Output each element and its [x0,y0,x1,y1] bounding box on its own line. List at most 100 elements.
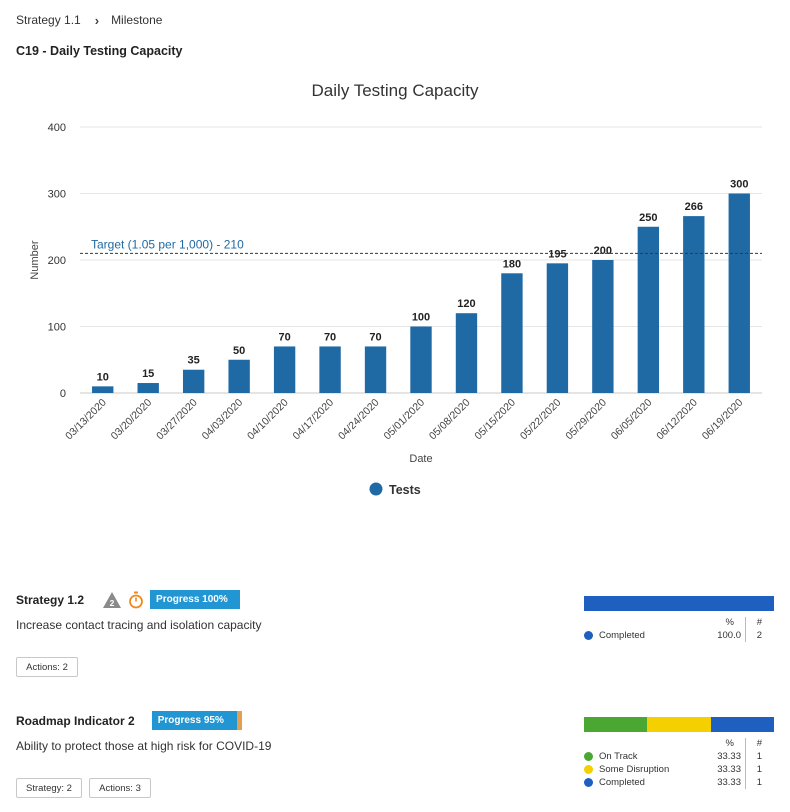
progress-bar: Progress 95% [151,711,242,730]
breadcrumb: Strategy 1.1 › Milestone [16,12,163,28]
status-name: Completed [599,630,645,641]
x-tick-label: 03/20/2020 [109,397,155,443]
status-legend-table: % # Completed 100.0 2 [584,617,774,642]
bar-value-label: 10 [97,371,109,383]
status-row: Completed 33.33 1 [584,776,774,789]
x-tick-label: 04/03/2020 [200,397,246,443]
status-name: Some Disruption [599,764,670,775]
bar [137,383,159,393]
percent-header: % [725,738,734,749]
bar [592,260,614,393]
y-tick-label: 100 [48,322,66,334]
y-tick-label: 200 [48,255,66,267]
status-segment [710,717,774,732]
y-tick-label: 0 [60,388,66,400]
roadmap-indicator-section: Roadmap Indicator 2 Progress 95% Ability… [0,711,790,801]
stopwatch-icon [128,591,144,609]
bar-value-label: 200 [594,245,612,257]
progress-label: Progress 100% [156,594,228,605]
x-tick-label: 05/08/2020 [427,397,473,443]
x-axis-label: Date [409,453,432,465]
bar [319,346,341,393]
strategy-title[interactable]: Strategy 1.2 [16,592,85,607]
status-count: 1 [756,764,762,775]
progress-fill [150,590,241,609]
warning-badge-count: 2 [110,598,115,608]
status-segment [584,596,774,611]
status-dot-icon [584,778,593,787]
actions-button[interactable]: Actions: 2 [16,657,78,677]
bar [182,369,205,393]
bar-value-label: 70 [278,331,290,343]
x-tick-label: 03/13/2020 [63,397,109,443]
bar-value-label: 195 [548,248,566,260]
status-percent: 33.33 [717,751,741,762]
bar-value-label: 180 [503,258,521,270]
strategy-section: Strategy 1.2 2 Progress 100% Increase co… [0,590,790,680]
roadmap-indicator-description: Ability to protect those at high risk fo… [16,739,272,753]
bar [728,193,750,393]
y-tick-label: 400 [48,122,66,134]
bar [455,313,478,393]
status-legend-table: % # On Track 33.33 1 Some Disruption 33.33 1 Com… [584,738,774,789]
bar [637,226,660,393]
bar-value-label: 70 [324,331,336,343]
breadcrumb-parent-link[interactable]: Strategy 1.1 [16,13,81,27]
bar [92,386,114,393]
status-percent: 33.33 [717,764,741,775]
status-table-header: % # [584,617,774,629]
x-tick-label: 06/12/2020 [654,397,700,443]
bar [228,359,250,393]
progress-label: Progress 95% [157,715,224,726]
breadcrumb-current: Milestone [111,13,163,27]
progress-fill [151,711,238,730]
testing-capacity-chart: Daily Testing Capacity 0 100 200 300 400 Numbe… [29,81,762,497]
status-table-header: % # [584,738,774,750]
status-segment [647,717,711,732]
status-row: On Track 33.33 1 [584,750,774,763]
bar-value-label: 50 [233,345,245,357]
x-tick-label: 05/22/2020 [518,397,564,443]
status-count: 1 [756,777,762,788]
status-count: 1 [756,751,762,762]
bar [501,273,523,393]
percent-header: % [725,617,734,628]
bar [683,216,705,393]
x-tick-label: 04/17/2020 [291,397,337,443]
bar [546,263,569,393]
status-percent: 100.0 [717,630,741,641]
bar-value-label: 300 [730,179,748,191]
status-name: On Track [599,751,638,762]
x-tick-label: 04/24/2020 [336,397,382,443]
bar-value-label: 250 [639,212,657,224]
bar-value-label: 120 [457,298,475,310]
roadmap-indicator-title[interactable]: Roadmap Indicator 2 [16,713,135,728]
bar-value-label: 35 [188,355,200,367]
x-tick-label: 05/29/2020 [563,397,609,443]
x-tick-label: 05/01/2020 [381,397,427,443]
count-header: # [756,617,762,628]
bar-value-label: 70 [369,331,381,343]
y-tick-label: 300 [48,189,66,201]
status-percent: 33.33 [717,777,741,788]
status-segment [584,717,648,732]
status-dot-icon [584,631,593,640]
x-tick-label: 06/05/2020 [609,397,655,443]
chart-title: Daily Testing Capacity [312,81,479,100]
strategy-description: Increase contact tracing and isolation c… [16,618,262,632]
strategy-button[interactable]: Strategy: 2 [16,778,82,798]
target-line-label: Target (1.05 per 1,000) - 210 [91,237,244,251]
status-name: Completed [599,777,645,788]
actions-button[interactable]: Actions: 3 [89,778,151,798]
legend-marker [369,482,383,496]
x-tick-label: 04/10/2020 [245,397,291,443]
bar [364,346,387,393]
chevron-right-icon: › [94,12,100,28]
bar-value-label: 100 [412,312,430,324]
column-divider [745,738,746,789]
status-dot-icon [584,752,593,761]
bar-value-label: 266 [685,201,703,213]
status-dot-icon [584,765,593,774]
page-title: C19 - Daily Testing Capacity [16,44,183,58]
status-row: Some Disruption 33.33 1 [584,763,774,776]
